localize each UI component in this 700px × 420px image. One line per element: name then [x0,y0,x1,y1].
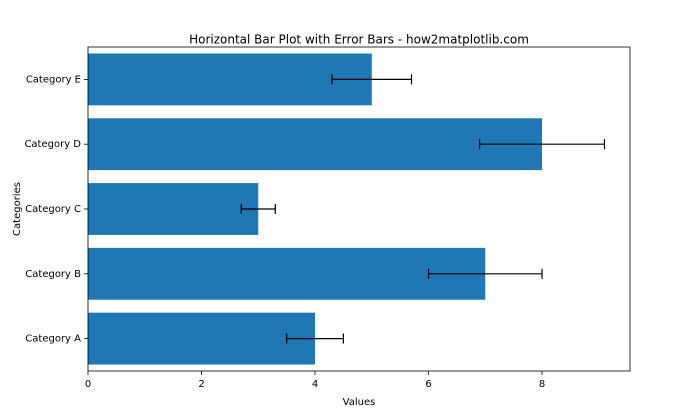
bar [88,247,486,300]
x-tick-label: 6 [425,379,431,390]
bar [88,312,316,365]
bar [88,118,543,171]
x-tick-label: 8 [539,379,545,390]
y-tick-label: Category E [26,74,81,85]
plot-frame [87,46,631,372]
x-axis-label: Values [343,397,376,408]
x-tick-label: 0 [85,379,91,390]
bar [88,183,259,235]
y-axis-label: Categories [12,182,23,236]
y-tick-label: Category D [24,139,81,150]
y-tick-label: Category A [25,334,81,345]
y-tick-label: Category C [25,204,81,215]
x-tick-label: 4 [312,379,318,390]
x-tick-label: 2 [198,379,204,390]
y-tick-label: Category B [25,269,81,280]
chart-title: Horizontal Bar Plot with Error Bars - ho… [189,33,529,47]
bar [88,53,372,106]
